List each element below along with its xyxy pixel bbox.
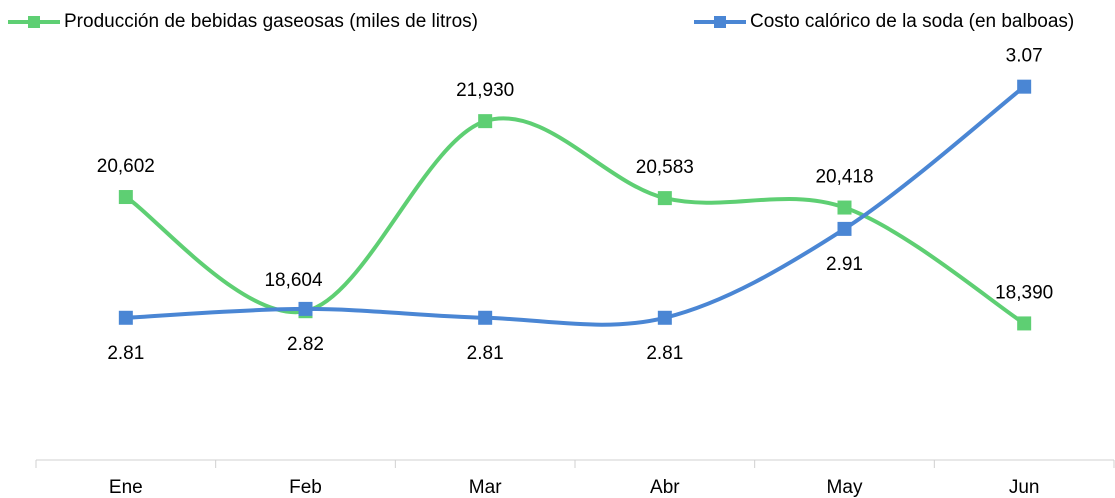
point-marker (298, 301, 313, 316)
data-label: 2.82 (287, 334, 324, 355)
x-tick-label: Abr (650, 477, 680, 498)
point-marker (837, 221, 852, 236)
point-marker (1017, 316, 1032, 331)
x-tick-label: Jun (1009, 477, 1040, 498)
data-label: 2.81 (646, 343, 683, 364)
x-tick-label: Feb (289, 477, 322, 498)
data-label: 2.81 (467, 343, 504, 364)
legend-marker (28, 16, 40, 28)
point-marker (657, 310, 672, 325)
data-label: 21,930 (456, 80, 514, 101)
data-label: 18,390 (995, 282, 1053, 303)
data-label: 2.81 (107, 343, 144, 364)
point-marker (657, 191, 672, 206)
point-marker (118, 190, 133, 205)
x-tick-label: Mar (469, 477, 502, 498)
point-marker (1017, 79, 1032, 94)
data-label: 2.91 (826, 254, 863, 275)
point-marker (478, 310, 493, 325)
x-tick-label: May (827, 477, 863, 498)
point-marker (837, 200, 852, 215)
legend-label: Producción de bebidas gaseosas (miles de… (64, 11, 478, 32)
data-label: 20,418 (815, 167, 873, 188)
data-label: 20,602 (97, 156, 155, 177)
x-tick-label: Ene (109, 477, 143, 498)
legend-marker (714, 16, 726, 28)
series-line (125, 85, 1026, 327)
series-line (124, 116, 1026, 326)
point-marker (118, 310, 133, 325)
data-label: 20,583 (636, 157, 694, 178)
legend-label: Costo calórico de la soda (en balboas) (750, 11, 1074, 32)
point-marker (478, 114, 493, 129)
data-label: 3.07 (1006, 46, 1043, 67)
data-label: 18,604 (264, 270, 323, 291)
